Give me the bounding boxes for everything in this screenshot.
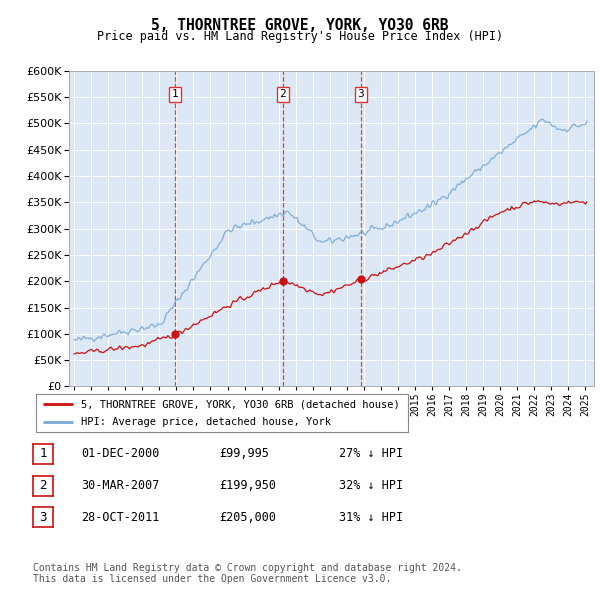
- Text: 2: 2: [40, 479, 47, 492]
- Text: 5, THORNTREE GROVE, YORK, YO30 6RB (detached house): 5, THORNTREE GROVE, YORK, YO30 6RB (deta…: [80, 399, 400, 409]
- Text: 5, THORNTREE GROVE, YORK, YO30 6RB: 5, THORNTREE GROVE, YORK, YO30 6RB: [151, 18, 449, 33]
- Text: 32% ↓ HPI: 32% ↓ HPI: [339, 479, 403, 492]
- Text: 1: 1: [40, 447, 47, 460]
- Text: £205,000: £205,000: [219, 511, 276, 524]
- Text: £199,950: £199,950: [219, 479, 276, 492]
- Text: 30-MAR-2007: 30-MAR-2007: [81, 479, 160, 492]
- Text: Price paid vs. HM Land Registry's House Price Index (HPI): Price paid vs. HM Land Registry's House …: [97, 30, 503, 43]
- Text: 28-OCT-2011: 28-OCT-2011: [81, 511, 160, 524]
- Text: 2: 2: [280, 90, 286, 100]
- Text: 3: 3: [40, 511, 47, 524]
- Text: Contains HM Land Registry data © Crown copyright and database right 2024.: Contains HM Land Registry data © Crown c…: [33, 563, 462, 572]
- Text: £99,995: £99,995: [219, 447, 269, 460]
- Text: 1: 1: [172, 90, 178, 100]
- Text: This data is licensed under the Open Government Licence v3.0.: This data is licensed under the Open Gov…: [33, 575, 391, 584]
- Text: 3: 3: [358, 90, 364, 100]
- Text: HPI: Average price, detached house, York: HPI: Average price, detached house, York: [80, 417, 331, 427]
- Text: 31% ↓ HPI: 31% ↓ HPI: [339, 511, 403, 524]
- Text: 27% ↓ HPI: 27% ↓ HPI: [339, 447, 403, 460]
- Text: 01-DEC-2000: 01-DEC-2000: [81, 447, 160, 460]
